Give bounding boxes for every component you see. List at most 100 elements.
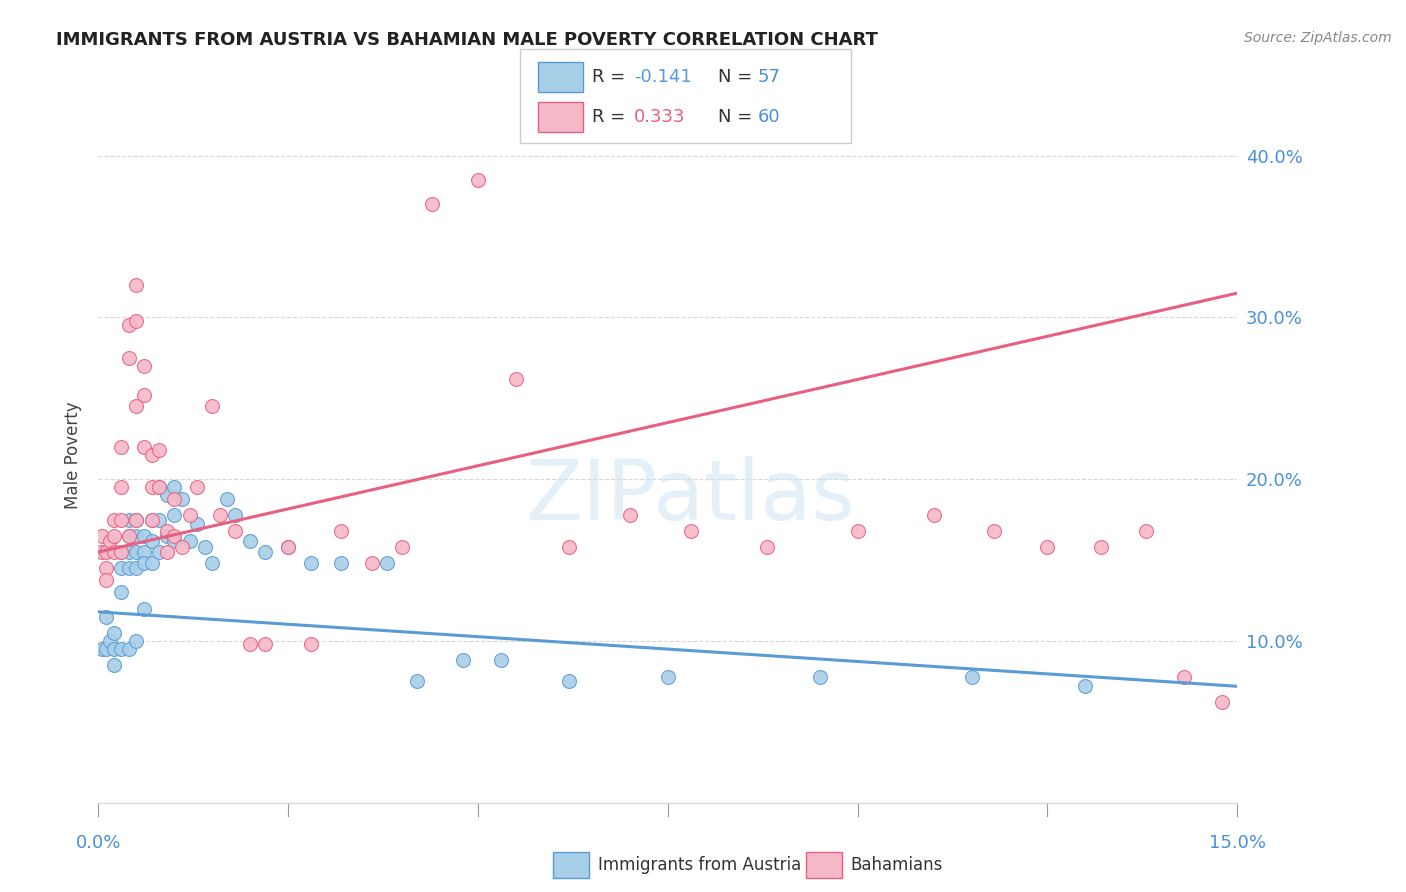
Point bbox=[489, 653, 512, 667]
Point bbox=[148, 480, 170, 494]
Point bbox=[125, 561, 148, 575]
Point bbox=[467, 173, 489, 187]
Point bbox=[224, 524, 246, 538]
Point bbox=[148, 513, 170, 527]
Point bbox=[125, 400, 148, 414]
Point bbox=[422, 197, 444, 211]
Point bbox=[125, 634, 148, 648]
Point bbox=[132, 359, 155, 373]
Point bbox=[179, 533, 201, 548]
Point bbox=[148, 545, 170, 559]
Point bbox=[118, 642, 141, 657]
Point bbox=[91, 529, 114, 543]
Point bbox=[132, 601, 155, 615]
Point bbox=[118, 545, 141, 559]
Point bbox=[118, 513, 141, 527]
Point bbox=[103, 545, 125, 559]
Point bbox=[277, 540, 299, 554]
Point bbox=[103, 658, 125, 673]
Point bbox=[103, 529, 125, 543]
Point bbox=[132, 388, 155, 402]
Point bbox=[98, 533, 121, 548]
Point bbox=[406, 674, 429, 689]
Point bbox=[451, 653, 474, 667]
Text: IMMIGRANTS FROM AUSTRIA VS BAHAMIAN MALE POVERTY CORRELATION CHART: IMMIGRANTS FROM AUSTRIA VS BAHAMIAN MALE… bbox=[56, 31, 879, 49]
Text: N =: N = bbox=[718, 69, 758, 87]
Point bbox=[125, 513, 148, 527]
Point bbox=[1036, 540, 1059, 554]
Point bbox=[558, 674, 581, 689]
Point bbox=[922, 508, 945, 522]
Point bbox=[170, 491, 193, 506]
Point bbox=[132, 529, 155, 543]
Point bbox=[1074, 679, 1097, 693]
Point bbox=[156, 488, 179, 502]
Text: 60: 60 bbox=[758, 108, 780, 126]
Point bbox=[94, 561, 117, 575]
Point bbox=[118, 561, 141, 575]
Point bbox=[141, 533, 163, 548]
Point bbox=[194, 540, 217, 554]
Point bbox=[98, 634, 121, 648]
Point bbox=[125, 529, 148, 543]
Point bbox=[110, 545, 132, 559]
Point bbox=[1090, 540, 1112, 554]
Point bbox=[619, 508, 641, 522]
Point bbox=[156, 529, 179, 543]
Text: R =: R = bbox=[592, 108, 631, 126]
Point bbox=[118, 529, 141, 543]
Point bbox=[375, 557, 398, 571]
Point bbox=[110, 585, 132, 599]
Point bbox=[186, 517, 208, 532]
Point bbox=[110, 561, 132, 575]
Point bbox=[983, 524, 1005, 538]
Point bbox=[125, 313, 148, 327]
Text: 0.0%: 0.0% bbox=[76, 834, 121, 852]
Point bbox=[239, 637, 262, 651]
Point bbox=[217, 491, 239, 506]
Text: N =: N = bbox=[718, 108, 758, 126]
Point bbox=[330, 524, 353, 538]
Point bbox=[125, 513, 148, 527]
Point bbox=[960, 670, 983, 684]
Point bbox=[118, 351, 141, 365]
Point bbox=[201, 557, 224, 571]
Text: Immigrants from Austria: Immigrants from Austria bbox=[598, 856, 801, 874]
Point bbox=[110, 545, 132, 559]
Point bbox=[103, 642, 125, 657]
Point bbox=[141, 480, 163, 494]
Point bbox=[254, 545, 277, 559]
Point bbox=[254, 637, 277, 651]
Point bbox=[132, 557, 155, 571]
Point bbox=[179, 508, 201, 522]
Text: Source: ZipAtlas.com: Source: ZipAtlas.com bbox=[1244, 31, 1392, 45]
Point bbox=[94, 545, 117, 559]
Point bbox=[141, 513, 163, 527]
Point bbox=[125, 278, 148, 293]
Point bbox=[163, 529, 186, 543]
Point bbox=[110, 642, 132, 657]
Point bbox=[679, 524, 702, 538]
Point bbox=[755, 540, 778, 554]
Point bbox=[224, 508, 246, 522]
Point bbox=[132, 545, 155, 559]
Point bbox=[141, 513, 163, 527]
Text: ZIPatlas: ZIPatlas bbox=[526, 456, 856, 537]
Text: R =: R = bbox=[592, 69, 631, 87]
Point bbox=[148, 443, 170, 458]
Point bbox=[110, 480, 132, 494]
Text: 0.333: 0.333 bbox=[634, 108, 686, 126]
Point bbox=[148, 480, 170, 494]
Point bbox=[277, 540, 299, 554]
Point bbox=[1173, 670, 1195, 684]
Point bbox=[163, 480, 186, 494]
Point bbox=[156, 545, 179, 559]
Point bbox=[846, 524, 869, 538]
Point bbox=[360, 557, 382, 571]
Point bbox=[239, 533, 262, 548]
Point bbox=[163, 491, 186, 506]
Point bbox=[391, 540, 413, 554]
Point bbox=[186, 480, 208, 494]
Point bbox=[103, 513, 125, 527]
Point bbox=[657, 670, 679, 684]
